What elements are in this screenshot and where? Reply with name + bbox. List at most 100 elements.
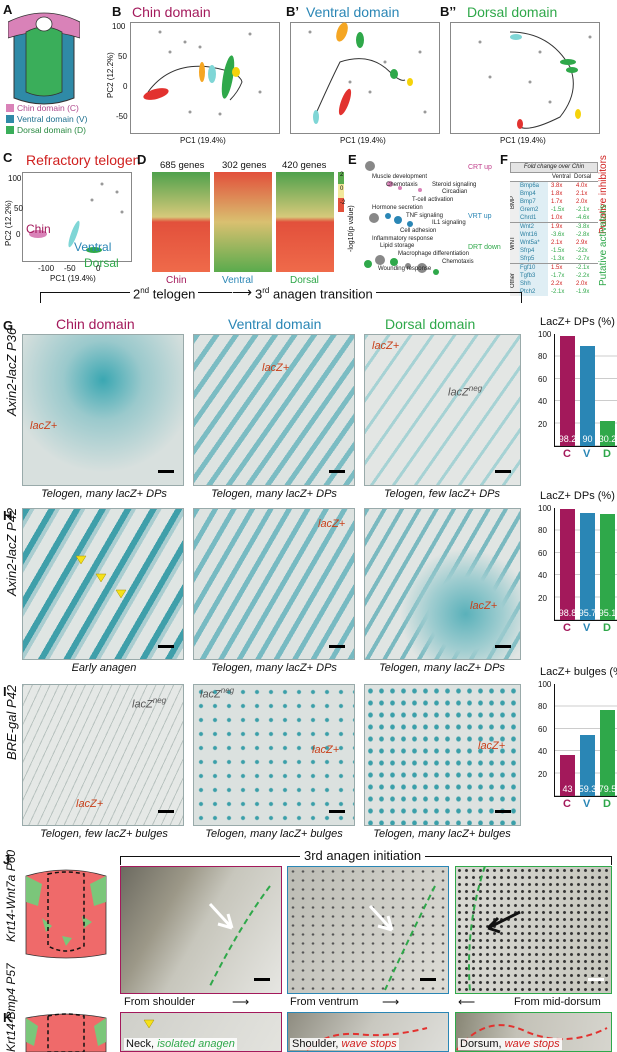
legend-swatch bbox=[6, 114, 14, 123]
gene-name: Grem2 bbox=[519, 206, 548, 214]
fold-value: -2.1x bbox=[551, 289, 565, 295]
heatmap-group-ventral: Ventral bbox=[222, 275, 254, 286]
fold-row: Bmp6a 3.8x 4.0x bbox=[519, 182, 598, 190]
gene-name: Ptch2 bbox=[519, 288, 548, 296]
fold-value: 1.0x bbox=[551, 215, 563, 221]
bar-ytick: 80 bbox=[538, 526, 547, 536]
scale-bar bbox=[158, 470, 174, 473]
photo-i-chin bbox=[22, 684, 184, 826]
bar-value: 43 bbox=[562, 784, 573, 794]
go-term: Hormone secretion bbox=[372, 204, 423, 211]
xtick: 0 bbox=[96, 264, 101, 273]
bar-ytick: 100 bbox=[538, 680, 552, 689]
fold-row: Grem2 -1.5x -2.1x bbox=[519, 206, 598, 214]
bar-value: 95.7 bbox=[578, 608, 597, 618]
fold-row: Wnt2 1.9x -3.8x bbox=[519, 223, 598, 231]
fold-value: -1.7x bbox=[551, 273, 565, 279]
legend-dorsal: Dorsal domain (D) bbox=[17, 124, 86, 135]
caption-g-ventral: Telogen, many lacZ+ DPs bbox=[211, 488, 337, 500]
fold-table: Fold change over Chin Ventral Dorsal BMP B… bbox=[510, 162, 598, 296]
bar-ytick: 60 bbox=[538, 548, 547, 558]
fold-value: 4.0x bbox=[576, 183, 588, 189]
scale-mid: 0 bbox=[340, 186, 344, 192]
fold-value: 2.1x bbox=[576, 191, 588, 197]
fold-value: -1.5x bbox=[551, 207, 565, 213]
scale-bot: -2 bbox=[340, 200, 346, 206]
go-term: IL1 signaling bbox=[432, 220, 466, 227]
pca-xlabel-ventral: PC1 (19.4%) bbox=[340, 136, 386, 145]
e-group-drt: DRT down bbox=[468, 244, 501, 251]
wave-overlays-k bbox=[306, 1024, 608, 1051]
e-ylabel: -log10(p value) bbox=[348, 205, 355, 252]
annot-lacz-neg: lacZneg bbox=[200, 686, 235, 701]
bar-ytick: 20 bbox=[538, 769, 547, 779]
fold-row: Tgfb3 -1.7x -2.2x bbox=[519, 272, 598, 280]
caption-g-dorsal: Telogen, few lacZ+ DPs bbox=[383, 488, 501, 500]
panel-label-a: A bbox=[3, 2, 13, 17]
bar-value: 98.2 bbox=[558, 434, 577, 444]
col-dorsal: Dorsal domain bbox=[385, 316, 476, 332]
wave-overlays-j bbox=[208, 866, 521, 992]
panel-label-e: E bbox=[348, 152, 357, 167]
col-chin: Chin domain bbox=[56, 316, 135, 332]
bar-category: C bbox=[563, 622, 571, 634]
bar-g-d bbox=[600, 420, 615, 446]
caption-k: Dorsum, wave stops bbox=[458, 1038, 562, 1050]
bar-g-c bbox=[560, 336, 575, 446]
row-label-k: Krt14-Bmp4 P57 bbox=[4, 963, 18, 1052]
bar-ytick: 20 bbox=[538, 419, 547, 429]
bar-value: 90 bbox=[582, 434, 593, 444]
scale-bar bbox=[495, 645, 511, 648]
ytick: 0 bbox=[16, 230, 21, 239]
caption-h-dorsal: Telogen, many lacZ+ DPs bbox=[379, 662, 505, 674]
go-term: Wounding response bbox=[378, 266, 432, 273]
bar-value: 59.3 bbox=[578, 784, 597, 794]
photo-j-shoulder bbox=[120, 866, 282, 994]
scale-bar bbox=[588, 978, 604, 981]
fold-row: Bmp7 1.7x 2.0x bbox=[519, 198, 598, 206]
fold-value: 2.9x bbox=[576, 240, 588, 246]
bar-ytick: 60 bbox=[538, 724, 547, 734]
panel-label-i: I bbox=[3, 684, 7, 699]
go-term: Chemotaxis bbox=[386, 181, 418, 188]
bar-i-d bbox=[600, 709, 615, 796]
gene-name: Sfrp4 bbox=[519, 247, 548, 255]
schematic-j bbox=[25, 869, 107, 959]
gene-count-ventral: 302 genes bbox=[222, 160, 267, 171]
gene-name: Wnt5a* bbox=[519, 239, 548, 247]
pca-plot-chin bbox=[130, 22, 280, 134]
panel-label-b3: B’’ bbox=[440, 4, 457, 19]
caption-i-dorsal: Telogen, many lacZ+ bulges bbox=[373, 828, 511, 840]
arrow-right: ⟶ bbox=[382, 995, 400, 1009]
label-ventral: Ventral bbox=[74, 240, 112, 254]
gene-name: Wnt16 bbox=[519, 231, 548, 239]
ytick: 0 bbox=[123, 82, 128, 91]
heatmap bbox=[152, 172, 344, 272]
go-term: Cell adhesion bbox=[400, 227, 437, 234]
col-dorsal: Dorsal bbox=[574, 174, 592, 180]
arrowheads-h bbox=[75, 555, 127, 599]
heatmap-group-chin: Chin bbox=[166, 275, 187, 286]
xtick: -50 bbox=[64, 264, 76, 273]
go-term: TNF signaling bbox=[406, 212, 444, 219]
e-group-crt: CRT up bbox=[468, 164, 492, 171]
bar-value: 95.1 bbox=[598, 608, 617, 618]
gene-name: Chrd1 bbox=[519, 214, 548, 222]
fold-row: Chrd1 1.0x -4.6x bbox=[519, 214, 598, 222]
pca-c-xlabel: PC1 (19.4%) bbox=[50, 274, 96, 283]
bar-h-c bbox=[560, 509, 575, 620]
transition-b: 3rd anagen transition bbox=[252, 286, 376, 302]
fold-value: -4.6x bbox=[576, 215, 590, 221]
bar-h-d bbox=[600, 514, 615, 620]
transition-arrow: ⟶ bbox=[232, 284, 253, 301]
bar-i-v bbox=[580, 734, 595, 796]
scale-top: 2 bbox=[340, 172, 344, 178]
fold-row: Sfrp4 -1.5x -22x bbox=[519, 247, 598, 255]
fold-row: Fgf10 1.5x -2.1x bbox=[519, 264, 598, 272]
fold-value: 2.2x bbox=[551, 281, 563, 287]
legend-ventral: Ventral domain (V) bbox=[17, 113, 88, 124]
transition-a: 2nd telogen bbox=[130, 286, 199, 302]
fold-row: Ptch2 -2.1x -1.9x bbox=[519, 288, 598, 296]
go-term: T-cell activation bbox=[412, 197, 454, 204]
